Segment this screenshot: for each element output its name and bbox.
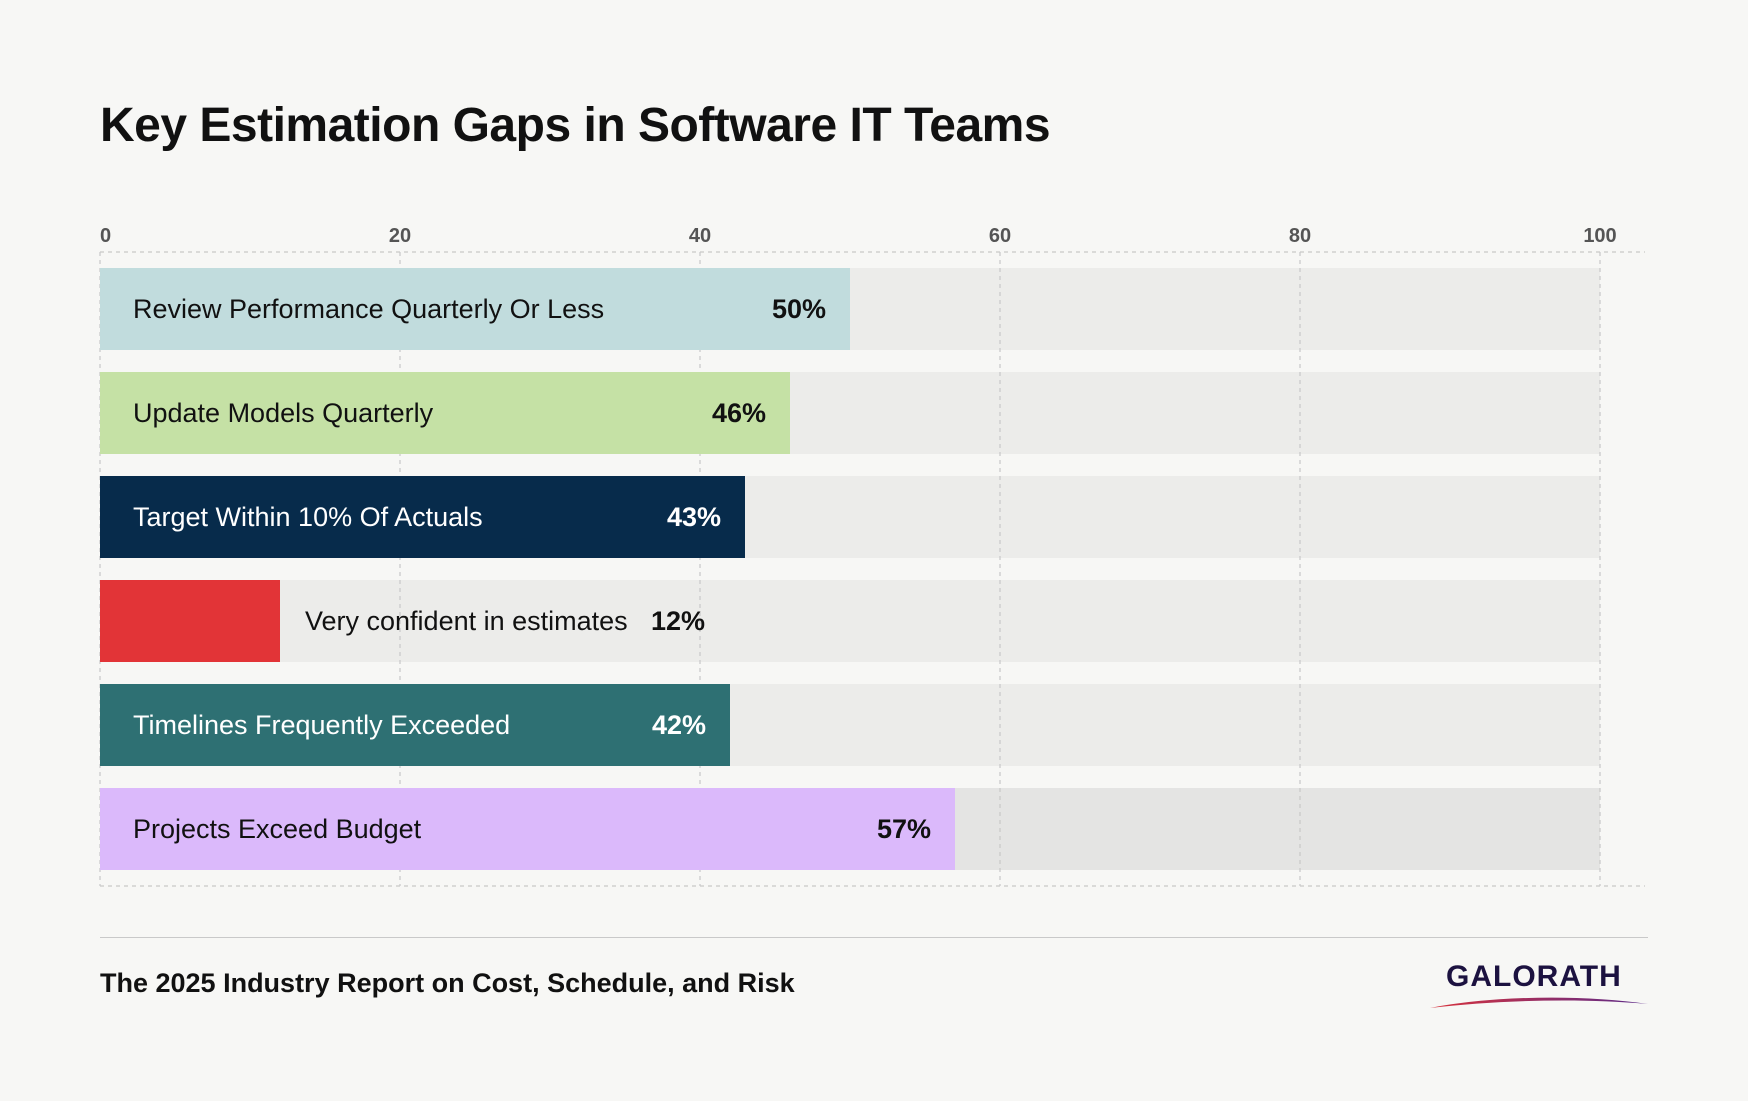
x-tick-label: 100 <box>1583 225 1616 247</box>
bar-labels: Review Performance Quarterly Or Less 50% U… <box>133 294 931 844</box>
logo-swoosh-icon <box>1430 997 1648 1008</box>
bar <box>100 268 850 350</box>
bar-tracks <box>100 268 1600 870</box>
chart-title: Key Estimation Gaps in Software IT Teams <box>100 99 1051 152</box>
bar <box>100 476 745 558</box>
gridlines <box>99 251 1645 887</box>
bar <box>100 372 790 454</box>
bar-track <box>100 580 1600 662</box>
footer-divider <box>100 937 1648 938</box>
x-tick-label: 20 <box>389 225 411 247</box>
x-tick-label: 0 <box>100 225 111 247</box>
bar-value-label: 12% <box>651 606 705 636</box>
logo-wordmark: GALORATH <box>1446 960 1622 993</box>
x-tick-labels: 0 20 40 60 80 100 <box>100 225 1617 247</box>
source-text: The 2025 Industry Report on Cost, Schedu… <box>100 968 795 998</box>
bar <box>100 580 280 662</box>
bar <box>100 684 730 766</box>
bar-category-label: Target Within 10% Of Actuals <box>133 502 483 532</box>
bar-value-label: 50% <box>772 294 826 324</box>
bar <box>100 788 955 870</box>
x-tick-label: 60 <box>989 225 1011 247</box>
bar-value-label: 57% <box>877 814 931 844</box>
bar-category-label: Update Models Quarterly <box>133 398 434 428</box>
bar-category-label: Projects Exceed Budget <box>133 814 422 844</box>
bar-value-label: 43% <box>667 502 721 532</box>
bar-category-label: Review Performance Quarterly Or Less <box>133 294 604 324</box>
bar-value-label: 42% <box>652 710 706 740</box>
galorath-logo: GALORATH <box>1430 960 1648 1010</box>
bar-category-label: Very confident in estimates <box>305 606 628 636</box>
bar-category-label: Timelines Frequently Exceeded <box>133 710 510 740</box>
bar-value-label: 46% <box>712 398 766 428</box>
bars <box>100 268 955 870</box>
x-tick-label: 80 <box>1289 225 1311 247</box>
x-tick-label: 40 <box>689 225 711 247</box>
